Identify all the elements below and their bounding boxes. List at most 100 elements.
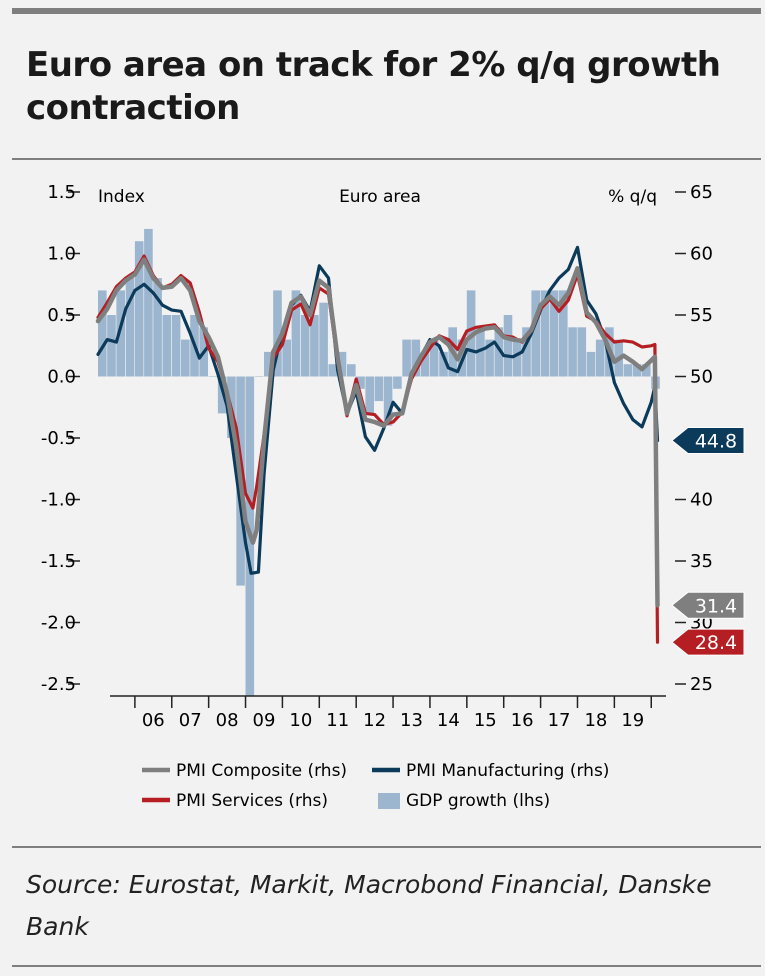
x-tick-label: 12 [363,710,386,731]
gdp-bar [125,278,135,377]
gdp-bar [642,364,651,377]
x-tick-label: 16 [511,710,534,731]
end-label-text: 28.4 [695,632,737,654]
right-axis-label: % q/q [608,187,657,207]
gdp-bar [347,364,356,377]
gdp-bars [98,228,660,697]
gdp-bar [328,364,338,377]
end-label-manufacturing: 44.8 [671,426,745,454]
gdp-bar [595,339,605,377]
left-tick-label: 1.5 [47,182,76,203]
right-tick-label: 25 [690,674,713,695]
legend-item-composite: PMI Composite (rhs) [142,761,347,781]
end-label-services: 28.4 [671,628,745,656]
legend-item-gdp: GDP growth (lhs) [378,791,550,811]
gdp-bar [98,290,107,377]
gdp-bar [282,339,291,377]
gdp-bar [153,278,162,377]
series-line-composite [95,257,660,608]
gdp-bar [254,376,264,377]
legend-item-manufacturing: PMI Manufacturing (rhs) [372,761,609,781]
gdp-bar [623,364,633,377]
gdp-bar [429,339,439,377]
right-tick-label: 55 [690,305,713,326]
legend-label: PMI Composite (rhs) [176,761,347,781]
x-tick-label: 08 [216,710,239,731]
legend-label: PMI Services (rhs) [176,791,328,811]
gdp-bar [310,315,319,377]
gdp-bar [402,339,411,377]
x-tick-label: 13 [400,710,423,731]
end-label-tag [671,628,745,656]
top-rule [12,8,761,14]
right-tick-label: 60 [690,244,713,265]
end-label-text: 44.8 [695,430,737,452]
end-label-composite: 31.4 [671,591,745,619]
gdp-bar [291,290,301,377]
x-tick-label: 10 [289,710,312,731]
right-tick-label: 35 [690,551,713,572]
chart-axes: 1.5 1.0 0.5 0.0 -0.5 -1.0 -1.5 -2.0 -2.5 65 60 55 50… [41,182,713,731]
left-tick-label: -2.5 [41,674,76,695]
x-tick-label: 07 [179,710,202,731]
left-tick-label: -2.0 [41,613,76,634]
gdp-bar [476,327,485,377]
x-tick-label: 09 [253,710,276,731]
gdp-bar [365,376,374,414]
x-tick-label: 14 [437,710,460,731]
left-axis-label: Index [98,187,145,207]
gdp-bar [420,351,430,377]
gdp-bar [540,290,550,377]
series-line-services [96,254,660,644]
x-tick-label: 18 [584,710,607,731]
left-tick-label: -1.0 [41,490,76,511]
right-tick-label: 40 [690,490,713,511]
right-tick-label: 65 [690,182,713,203]
chart-area: 1.5 1.0 0.5 0.0 -0.5 -1.0 -1.5 -2.0 -2.5 65 60 55 50… [41,182,745,811]
pmi-lines [95,245,660,644]
gdp-bar [116,290,125,377]
source-note: Source: Eurostat, Markit, Macrobond Fina… [26,870,712,941]
gdp-bar [383,376,393,426]
end-label-text: 31.4 [695,595,737,617]
source-divider [12,846,761,848]
gdp-bar [217,376,227,414]
left-tick-label: 0.0 [47,367,76,388]
bottom-rule [12,965,761,967]
right-tick-label: 50 [690,367,713,388]
gdp-bar [512,339,522,377]
x-tick-label: 17 [548,710,571,731]
gdp-bar [171,315,181,377]
page-title: Euro area on track for 2% q/q growth con… [26,45,721,128]
x-tick-label: 19 [621,710,644,731]
gdp-bar [319,302,328,377]
gdp-bar [568,327,577,377]
legend: PMI Composite (rhs) PMI Manufacturing (rh… [142,761,609,811]
x-tick-label: 06 [142,710,165,731]
gdp-bar [503,315,513,377]
left-tick-label: 1.0 [47,244,76,265]
left-tick-label: -1.5 [41,551,76,572]
gdp-bar [300,315,310,377]
gdp-bar [439,351,448,377]
gdp-bar [632,364,642,377]
series-line-manufacturing [96,245,660,575]
gdp-bar [273,290,282,377]
end-value-labels: 44.8 31.4 28.4 [671,426,745,656]
gdp-bar [144,228,153,377]
gdp-bar [107,315,116,377]
gdp-bar [134,241,144,377]
end-label-tag [671,426,745,454]
x-tick-label: 15 [474,710,497,731]
chart-title: Euro area [339,187,421,207]
x-tick-label: 11 [326,710,349,731]
title-divider [12,158,761,160]
legend-swatch [378,793,400,809]
gdp-bar [208,376,218,377]
gdp-bar [356,376,365,389]
gdp-bar [559,290,568,377]
gdp-bar [494,327,504,377]
legend-label: PMI Manufacturing (rhs) [406,761,609,781]
legend-label: GDP growth (lhs) [406,791,550,811]
gdp-bar [162,315,172,377]
